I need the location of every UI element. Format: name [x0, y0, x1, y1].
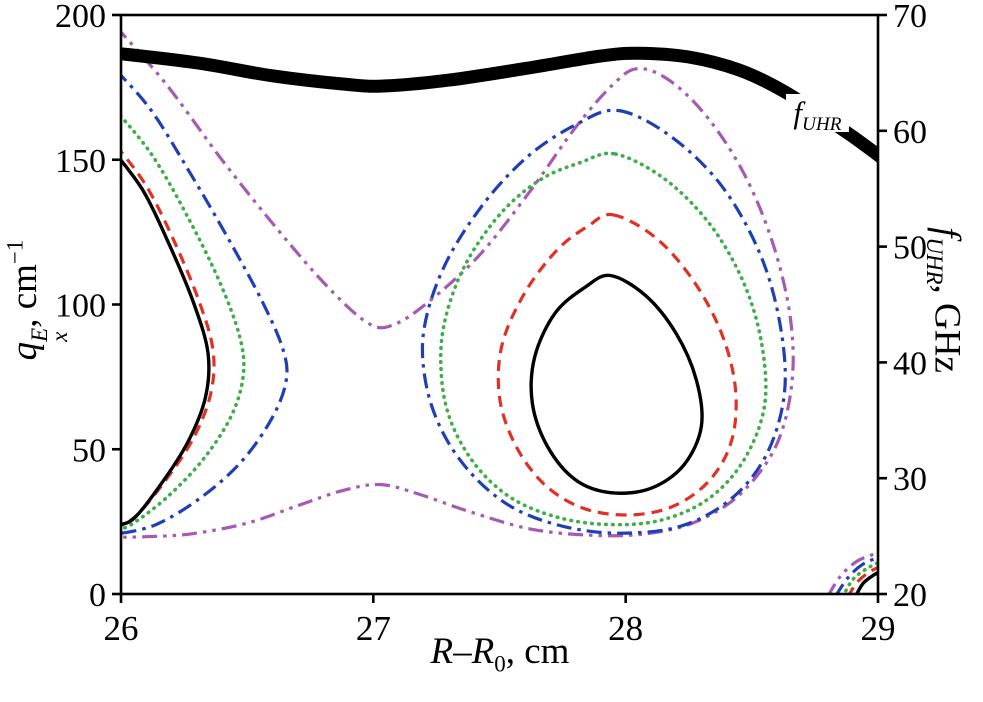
fuhr-label-f: f	[793, 95, 803, 131]
x-tick-label: 27	[356, 609, 391, 648]
y-right-label-rest: , GHz	[926, 284, 968, 373]
blue-left-contour	[121, 73, 289, 536]
red-right-contour	[496, 212, 738, 517]
y-right-tick-label: 30	[893, 461, 927, 498]
x-label-R2: R	[471, 631, 495, 672]
green-right-contour	[438, 151, 768, 527]
plot-frame	[119, 13, 880, 596]
y-right-axis-label: fUHR, GHz	[922, 227, 969, 373]
y-left-tick-label: 100	[55, 288, 106, 325]
y-right-tick-label: 40	[893, 345, 927, 382]
purple-corner-arc	[827, 551, 878, 594]
blue-right-contour	[420, 108, 787, 535]
x-label-R1: R	[430, 631, 454, 672]
x-label-rest: , cm	[505, 631, 570, 672]
blue-corner-arc	[835, 555, 878, 594]
fuhr-boundary-curve	[121, 46, 878, 164]
y-right-tick-label: 70	[893, 0, 927, 35]
black-right-contour	[529, 273, 704, 495]
fuhr-curve-label: fUHR	[786, 94, 849, 135]
y-left-label-rest: , cm	[3, 264, 45, 328]
fuhr-label-sub: UHR	[802, 114, 842, 136]
y-left-label-q: q	[3, 341, 45, 361]
y-left-label-sub: x	[46, 331, 72, 342]
red-left-contour	[121, 149, 216, 528]
x-label-dash: –	[453, 631, 472, 672]
green-left-contour	[121, 113, 246, 532]
y-right-tick-label: 50	[893, 230, 927, 267]
x-tick-label: 28	[608, 609, 643, 648]
black-left-contour	[121, 157, 211, 527]
black-corner-arc	[854, 570, 878, 594]
y-right-label-sub: UHR	[922, 237, 948, 285]
purple-dumbbell-contour	[121, 29, 795, 539]
x-tick-label: 26	[104, 609, 139, 648]
x-tick-label: 29	[861, 609, 896, 648]
y-right-label-f: f	[926, 227, 968, 238]
y-right-tick-label: 60	[893, 114, 927, 151]
y-right-tick-label: 20	[893, 577, 927, 614]
y-left-tick-label: 150	[55, 143, 106, 180]
green-corner-arc	[842, 560, 878, 594]
x-label-sub: 0	[494, 651, 506, 677]
y-left-label-exp: −1	[2, 239, 28, 265]
x-axis-label: R–R0, cm	[430, 630, 570, 677]
y-left-tick-label: 200	[55, 0, 106, 35]
y-left-tick-label: 0	[89, 577, 106, 614]
y-left-tick-label: 50	[72, 432, 106, 469]
